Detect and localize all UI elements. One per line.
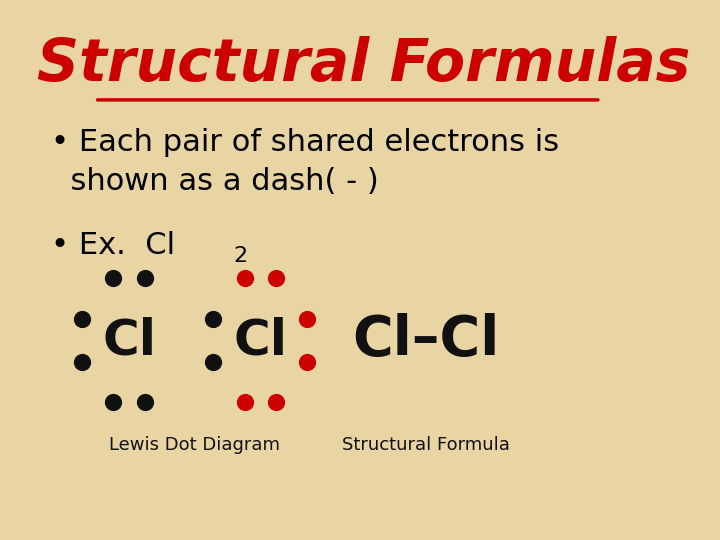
- Point: [270, 274, 282, 282]
- Text: Structural Formula: Structural Formula: [342, 436, 510, 455]
- Point: [302, 357, 313, 366]
- Point: [207, 314, 219, 323]
- Point: [207, 357, 219, 366]
- Text: Lewis Dot Diagram: Lewis Dot Diagram: [109, 436, 280, 455]
- Point: [76, 314, 88, 323]
- Point: [239, 398, 251, 407]
- Text: • Each pair of shared electrons is
  shown as a dash( - ): • Each pair of shared electrons is shown…: [51, 129, 559, 195]
- Point: [76, 357, 88, 366]
- Text: • Ex.  Cl: • Ex. Cl: [51, 231, 175, 260]
- Point: [139, 398, 150, 407]
- Text: Cl: Cl: [102, 316, 156, 364]
- Point: [239, 274, 251, 282]
- Text: Cl: Cl: [233, 316, 287, 364]
- Point: [139, 274, 150, 282]
- Point: [270, 398, 282, 407]
- Point: [108, 274, 120, 282]
- Text: Cl–Cl: Cl–Cl: [352, 313, 500, 367]
- Text: 2: 2: [233, 246, 248, 267]
- Point: [302, 314, 313, 323]
- Point: [108, 398, 120, 407]
- Text: Structural Formulas: Structural Formulas: [37, 36, 690, 93]
